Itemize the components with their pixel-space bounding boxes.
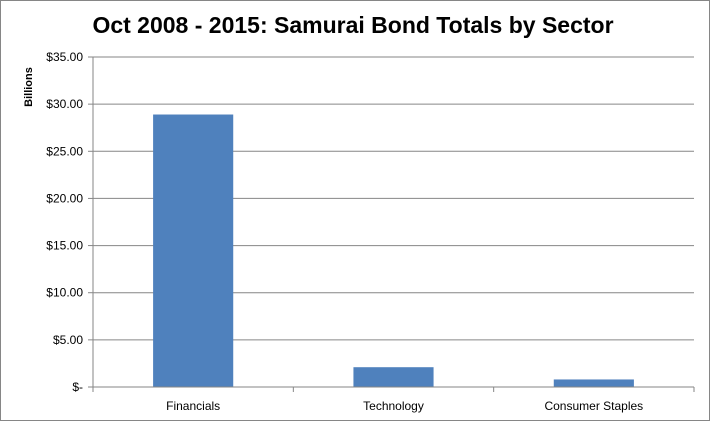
bar-consumer-staples [553, 379, 634, 387]
y-tick-labels: $- $5.00 $10.00 $15.00 $20.00 $25.00 $30.00 $35… [46, 50, 83, 394]
x-tick-label: Technology [363, 399, 424, 413]
y-tick-label: $35.00 [46, 50, 83, 64]
chart-title: Oct 2008 - 2015: Samurai Bond Totals by … [92, 12, 613, 38]
bar-financials [153, 114, 234, 387]
x-tick-labels: Financials Technology Consumer Staples [166, 399, 643, 413]
y-tick-label: $20.00 [46, 191, 83, 205]
y-tick-label: $10.00 [46, 286, 83, 300]
y-tick-label: $15.00 [46, 239, 83, 253]
x-tick-label: Financials [166, 399, 220, 413]
y-tick-label: $30.00 [46, 97, 83, 111]
y-tick-label: $25.00 [46, 144, 83, 158]
y-tick-label: $5.00 [53, 333, 83, 347]
y-axis-title: Billions [23, 67, 35, 107]
bars [153, 114, 634, 387]
axes [92, 57, 695, 392]
bar-technology [353, 367, 434, 387]
y-tick-label: $- [72, 380, 83, 394]
x-tick-label: Consumer Staples [544, 399, 643, 413]
